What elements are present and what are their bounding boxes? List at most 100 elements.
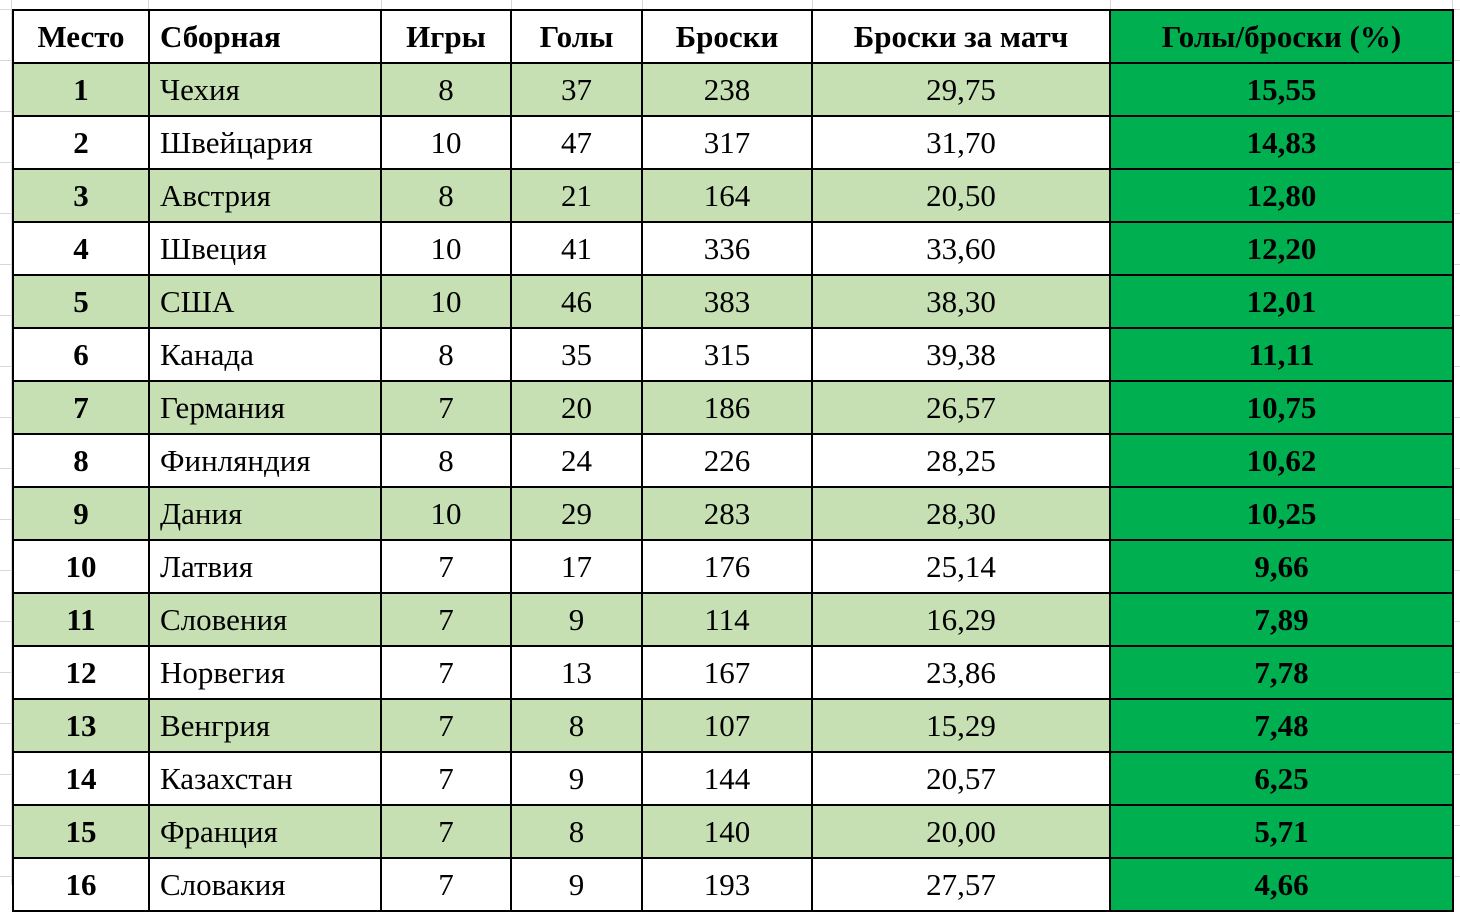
cell-rank[interactable]: 7 [13, 381, 149, 434]
cell-pct[interactable]: 7,48 [1110, 699, 1453, 752]
cell-games[interactable]: 7 [381, 805, 511, 858]
cell-spg[interactable]: 26,57 [812, 381, 1110, 434]
cell-rank[interactable]: 1 [13, 63, 149, 116]
cell-goals[interactable]: 13 [511, 646, 642, 699]
cell-team[interactable]: Чехия [149, 63, 381, 116]
cell-team[interactable]: Латвия [149, 540, 381, 593]
column-header-rank[interactable]: Место [13, 10, 149, 63]
cell-games[interactable]: 8 [381, 63, 511, 116]
cell-goals[interactable]: 37 [511, 63, 642, 116]
cell-pct[interactable]: 6,25 [1110, 752, 1453, 805]
cell-games[interactable]: 10 [381, 275, 511, 328]
cell-games[interactable]: 10 [381, 222, 511, 275]
cell-rank[interactable]: 5 [13, 275, 149, 328]
cell-team[interactable]: Франция [149, 805, 381, 858]
cell-pct[interactable]: 14,83 [1110, 116, 1453, 169]
cell-pct[interactable]: 12,01 [1110, 275, 1453, 328]
cell-rank[interactable]: 12 [13, 646, 149, 699]
cell-games[interactable]: 7 [381, 699, 511, 752]
cell-pct[interactable]: 10,62 [1110, 434, 1453, 487]
cell-shots[interactable]: 144 [642, 752, 812, 805]
cell-games[interactable]: 8 [381, 434, 511, 487]
cell-team[interactable]: Швейцария [149, 116, 381, 169]
cell-spg[interactable]: 20,50 [812, 169, 1110, 222]
cell-spg[interactable]: 29,75 [812, 63, 1110, 116]
cell-shots[interactable]: 336 [642, 222, 812, 275]
column-header-games[interactable]: Игры [381, 10, 511, 63]
cell-games[interactable]: 7 [381, 381, 511, 434]
cell-team[interactable]: Австрия [149, 169, 381, 222]
cell-shots[interactable]: 315 [642, 328, 812, 381]
cell-shots[interactable]: 114 [642, 593, 812, 646]
cell-games[interactable]: 7 [381, 593, 511, 646]
cell-spg[interactable]: 23,86 [812, 646, 1110, 699]
cell-team[interactable]: США [149, 275, 381, 328]
cell-team[interactable]: Германия [149, 381, 381, 434]
cell-games[interactable]: 7 [381, 540, 511, 593]
cell-spg[interactable]: 28,30 [812, 487, 1110, 540]
cell-spg[interactable]: 28,25 [812, 434, 1110, 487]
cell-rank[interactable]: 15 [13, 805, 149, 858]
cell-shots[interactable]: 226 [642, 434, 812, 487]
cell-rank[interactable]: 2 [13, 116, 149, 169]
cell-shots[interactable]: 107 [642, 699, 812, 752]
cell-team[interactable]: Дания [149, 487, 381, 540]
cell-rank[interactable]: 11 [13, 593, 149, 646]
column-header-shots-per-game[interactable]: Броски за матч [812, 10, 1110, 63]
cell-pct[interactable]: 10,75 [1110, 381, 1453, 434]
cell-pct[interactable]: 12,20 [1110, 222, 1453, 275]
cell-shots[interactable]: 238 [642, 63, 812, 116]
cell-team[interactable]: Казахстан [149, 752, 381, 805]
column-header-goals[interactable]: Голы [511, 10, 642, 63]
cell-rank[interactable]: 13 [13, 699, 149, 752]
cell-spg[interactable]: 25,14 [812, 540, 1110, 593]
cell-spg[interactable]: 33,60 [812, 222, 1110, 275]
cell-games[interactable]: 8 [381, 328, 511, 381]
cell-goals[interactable]: 46 [511, 275, 642, 328]
cell-spg[interactable]: 39,38 [812, 328, 1110, 381]
cell-spg[interactable]: 20,00 [812, 805, 1110, 858]
cell-games[interactable]: 8 [381, 169, 511, 222]
cell-pct[interactable]: 9,66 [1110, 540, 1453, 593]
cell-rank[interactable]: 3 [13, 169, 149, 222]
cell-pct[interactable]: 12,80 [1110, 169, 1453, 222]
cell-goals[interactable]: 35 [511, 328, 642, 381]
column-header-goals-per-shot-pct[interactable]: Голы/броски (%) [1110, 10, 1453, 63]
cell-goals[interactable]: 9 [511, 593, 642, 646]
cell-shots[interactable]: 283 [642, 487, 812, 540]
cell-spg[interactable]: 15,29 [812, 699, 1110, 752]
cell-goals[interactable]: 29 [511, 487, 642, 540]
cell-team[interactable]: Словения [149, 593, 381, 646]
cell-shots[interactable]: 176 [642, 540, 812, 593]
cell-spg[interactable]: 16,29 [812, 593, 1110, 646]
cell-shots[interactable]: 186 [642, 381, 812, 434]
cell-rank[interactable]: 14 [13, 752, 149, 805]
cell-goals[interactable]: 21 [511, 169, 642, 222]
cell-shots[interactable]: 383 [642, 275, 812, 328]
cell-rank[interactable]: 9 [13, 487, 149, 540]
cell-pct[interactable]: 7,78 [1110, 646, 1453, 699]
cell-rank[interactable]: 10 [13, 540, 149, 593]
column-header-team[interactable]: Сборная [149, 10, 381, 63]
cell-goals[interactable]: 41 [511, 222, 642, 275]
cell-goals[interactable]: 17 [511, 540, 642, 593]
cell-rank[interactable]: 6 [13, 328, 149, 381]
cell-shots[interactable]: 167 [642, 646, 812, 699]
cell-games[interactable]: 10 [381, 487, 511, 540]
cell-team[interactable]: Венгрия [149, 699, 381, 752]
cell-team[interactable]: Финляндия [149, 434, 381, 487]
cell-games[interactable]: 7 [381, 752, 511, 805]
